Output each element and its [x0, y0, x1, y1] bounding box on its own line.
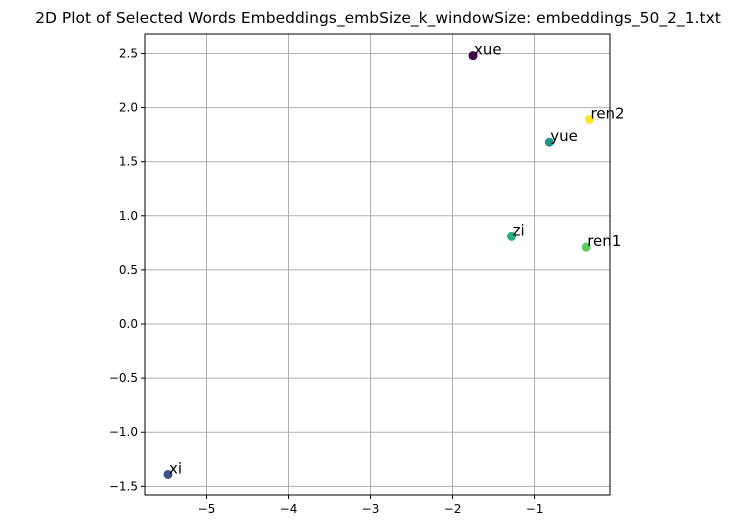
y-tick-label: 1.0	[119, 209, 138, 223]
scatter-point-ren1	[581, 242, 591, 252]
point-label-ren1: ren1	[587, 232, 621, 250]
y-tick-label: −1.0	[109, 425, 138, 439]
point-label-xi: xi	[169, 459, 182, 477]
x-tick-label: −1	[526, 502, 544, 516]
x-tick-label: −5	[198, 502, 216, 516]
x-tick-label: −2	[444, 502, 462, 516]
point-label-ren2: ren2	[590, 104, 624, 122]
point-label-xue: xue	[474, 41, 502, 59]
y-tick-label: 2.0	[119, 101, 138, 115]
point-label-yue: yue	[550, 127, 578, 145]
scatter-point-xi	[163, 469, 173, 479]
grid	[145, 34, 610, 495]
y-axis-ticks: −1.5 −1.0 −0.5 0.0 0.5 1.0 1.5 2.0 2.5	[109, 46, 145, 493]
y-tick-label: 0.5	[119, 263, 138, 277]
plot-area-frame	[144, 33, 611, 496]
x-axis-ticks: −5 −4 −3 −2 −1	[198, 495, 544, 516]
scatter-point-yue	[544, 137, 554, 147]
point-label-zi: zi	[513, 221, 525, 239]
y-tick-label: 2.5	[119, 46, 138, 60]
y-tick-label: −0.5	[109, 371, 138, 385]
scatter-point-ren2	[584, 114, 594, 124]
scatter-points: xue xi yue zi ren1 ren2	[163, 41, 625, 479]
x-tick-label: −3	[362, 502, 380, 516]
y-tick-label: 1.5	[119, 155, 138, 169]
scatter-point-zi	[507, 231, 517, 241]
scatter-point-xue	[468, 51, 478, 61]
chart-title: 2D Plot of Selected Words Embeddings_emb…	[35, 9, 721, 28]
x-tick-label: −4	[280, 502, 298, 516]
y-tick-label: −1.5	[109, 479, 138, 493]
y-tick-label: 0.0	[119, 317, 138, 331]
